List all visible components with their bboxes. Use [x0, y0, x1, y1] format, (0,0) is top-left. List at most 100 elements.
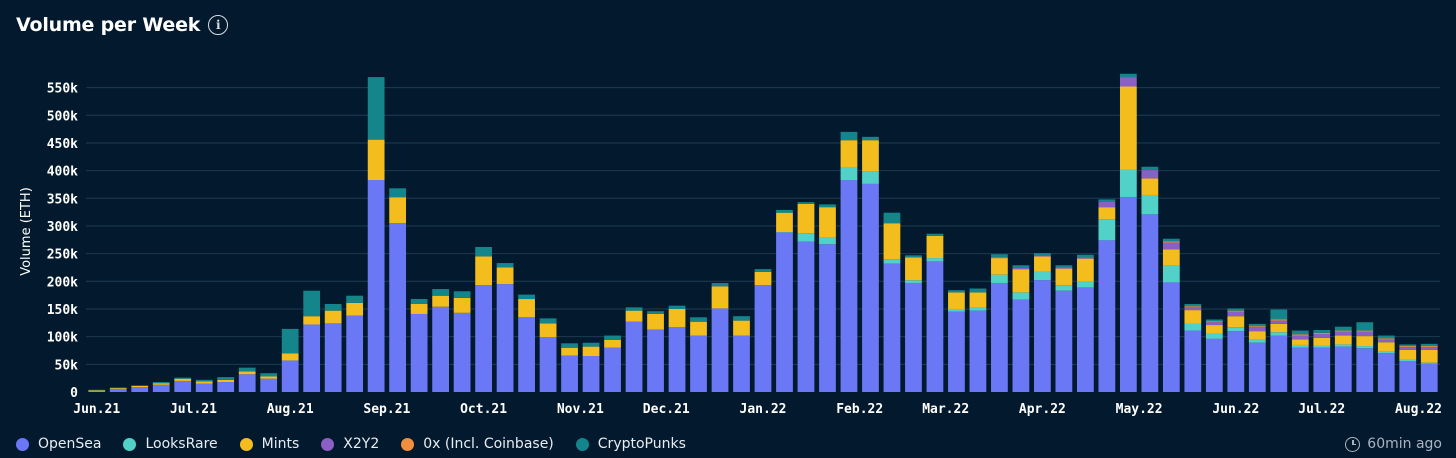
bar-segment-looksrare[interactable] [776, 232, 793, 233]
bar-segment-opensea[interactable] [819, 244, 836, 392]
bar-segment-opensea[interactable] [926, 261, 944, 392]
bar-segment-cryptopunks[interactable] [926, 233, 944, 236]
bar-segment-0x-incl-coinbase-[interactable] [1356, 330, 1374, 332]
bar-segment-opensea[interactable] [1377, 353, 1395, 392]
bar-segment-mints[interactable] [152, 383, 170, 385]
bar-segment-opensea[interactable] [453, 312, 471, 392]
bar-segment-cryptopunks[interactable] [281, 328, 299, 354]
bar-segment-opensea[interactable] [346, 315, 364, 392]
bar-segment-cryptopunks[interactable] [1034, 253, 1051, 256]
bar-segment-x2y2[interactable] [1012, 268, 1030, 270]
bar-segment-mints[interactable] [195, 381, 213, 384]
bar-segment-opensea[interactable] [1270, 335, 1288, 392]
bar-segment-mints[interactable] [733, 320, 750, 336]
bar-segment-x2y2[interactable] [1119, 77, 1137, 87]
bar-segment-cryptopunks[interactable] [1184, 304, 1202, 307]
bar-segment-cryptopunks[interactable] [647, 311, 664, 314]
bar-segment-cryptopunks[interactable] [1141, 166, 1159, 171]
bar-segment-opensea[interactable] [1098, 240, 1116, 392]
bar-segment-cryptopunks[interactable] [217, 377, 235, 380]
bar-segment-cryptopunks[interactable] [883, 212, 901, 224]
bar-segment-x2y2[interactable] [1098, 201, 1116, 208]
bar-segment-looksrare[interactable] [1076, 281, 1094, 288]
bar-segment-mints[interactable] [1012, 269, 1030, 293]
bar-segment-opensea[interactable] [1184, 330, 1202, 392]
bar-segment-0x-incl-coinbase-[interactable] [1184, 306, 1202, 308]
bar-segment-cryptopunks[interactable] [1098, 199, 1116, 202]
bar-segment-opensea[interactable] [389, 223, 407, 392]
bar-segment-opensea[interactable] [367, 180, 385, 392]
bar-segment-mints[interactable] [668, 308, 686, 328]
bar-segment-cryptopunks[interactable] [1399, 344, 1417, 347]
bar-segment-mints[interactable] [647, 313, 664, 330]
bar-segment-opensea[interactable] [1141, 214, 1159, 392]
bar-segment-mints[interactable] [1227, 316, 1245, 328]
bar-segment-cryptopunks[interactable] [367, 77, 385, 140]
bar-segment-looksrare[interactable] [948, 308, 965, 312]
bar-segment-looksrare[interactable] [1034, 271, 1051, 281]
bar-segment-cryptopunks[interactable] [1248, 323, 1266, 327]
bar-segment-mints[interactable] [1420, 349, 1438, 363]
legend-item-0x-incl-coinbase-[interactable]: 0x (Incl. Coinbase) [401, 436, 554, 452]
bar-segment-mints[interactable] [1141, 178, 1159, 195]
bar-segment-mints[interactable] [1205, 325, 1223, 334]
bar-segment-opensea[interactable] [1119, 197, 1137, 392]
bar-segment-mints[interactable] [432, 295, 450, 307]
bar-segment-opensea[interactable] [561, 355, 578, 392]
bar-segment-cryptopunks[interactable] [260, 373, 278, 377]
bar-segment-mints[interactable] [1356, 336, 1374, 347]
bar-segment-0x-incl-coinbase-[interactable] [1162, 241, 1180, 243]
bar-segment-opensea[interactable] [109, 389, 127, 392]
bar-segment-looksrare[interactable] [1334, 344, 1352, 347]
bar-segment-opensea[interactable] [668, 327, 686, 392]
bar-segment-cryptopunks[interactable] [862, 136, 879, 141]
bar-segment-mints[interactable] [410, 304, 428, 314]
bar-segment-cryptopunks[interactable] [1119, 73, 1137, 78]
bar-segment-opensea[interactable] [711, 308, 729, 392]
bar-segment-mints[interactable] [991, 258, 1008, 275]
bar-segment-cryptopunks[interactable] [754, 269, 772, 272]
bar-segment-cryptopunks[interactable] [1356, 322, 1374, 331]
bar-segment-mints[interactable] [711, 286, 729, 309]
bar-segment-x2y2[interactable] [1141, 170, 1159, 179]
bar-segment-opensea[interactable] [1313, 347, 1331, 392]
bar-segment-cryptopunks[interactable] [109, 387, 127, 389]
bar-segment-mints[interactable] [604, 339, 621, 348]
bar-segment-looksrare[interactable] [1141, 194, 1159, 215]
bar-segment-mints[interactable] [217, 379, 235, 383]
bar-segment-looksrare[interactable] [862, 171, 879, 184]
bar-segment-mints[interactable] [131, 385, 149, 388]
bar-segment-mints[interactable] [819, 207, 836, 238]
bar-segment-opensea[interactable] [1012, 299, 1030, 392]
bar-segment-looksrare[interactable] [1270, 332, 1288, 336]
bar-segment-opensea[interactable] [303, 324, 321, 392]
bar-segment-opensea[interactable] [260, 378, 278, 392]
bar-segment-mints[interactable] [346, 302, 364, 316]
bar-segment-mints[interactable] [1313, 337, 1331, 346]
bar-segment-opensea[interactable] [238, 374, 256, 392]
legend-item-opensea[interactable]: OpenSea [16, 436, 101, 452]
bar-segment-cryptopunks[interactable] [410, 299, 428, 305]
bar-segment-0x-incl-coinbase-[interactable] [1227, 310, 1245, 312]
bar-segment-opensea[interactable] [1420, 363, 1438, 392]
bar-segment-mints[interactable] [539, 323, 557, 338]
bar-segment-0x-incl-coinbase-[interactable] [1420, 346, 1438, 348]
legend-item-mints[interactable]: Mints [239, 436, 299, 452]
bar-segment-cryptopunks[interactable] [1377, 335, 1395, 339]
bar-segment-mints[interactable] [969, 292, 987, 308]
bar-segment-opensea[interactable] [840, 180, 858, 392]
bar-segment-opensea[interactable] [991, 282, 1008, 392]
bar-segment-cryptopunks[interactable] [604, 335, 621, 340]
bar-segment-opensea[interactable] [776, 232, 793, 392]
bar-segment-cryptopunks[interactable] [346, 295, 364, 303]
bar-segment-opensea[interactable] [883, 263, 901, 392]
bar-segment-mints[interactable] [797, 203, 815, 234]
bar-segment-mints[interactable] [88, 390, 106, 392]
bar-segment-opensea[interactable] [862, 183, 879, 392]
bar-segment-cryptopunks[interactable] [948, 290, 965, 293]
bar-segment-opensea[interactable] [1076, 287, 1094, 392]
bar-segment-cryptopunks[interactable] [496, 263, 514, 268]
bar-segment-mints[interactable] [475, 256, 492, 286]
bar-segment-cryptopunks[interactable] [1334, 326, 1352, 331]
bar-segment-looksrare[interactable] [1055, 285, 1073, 291]
